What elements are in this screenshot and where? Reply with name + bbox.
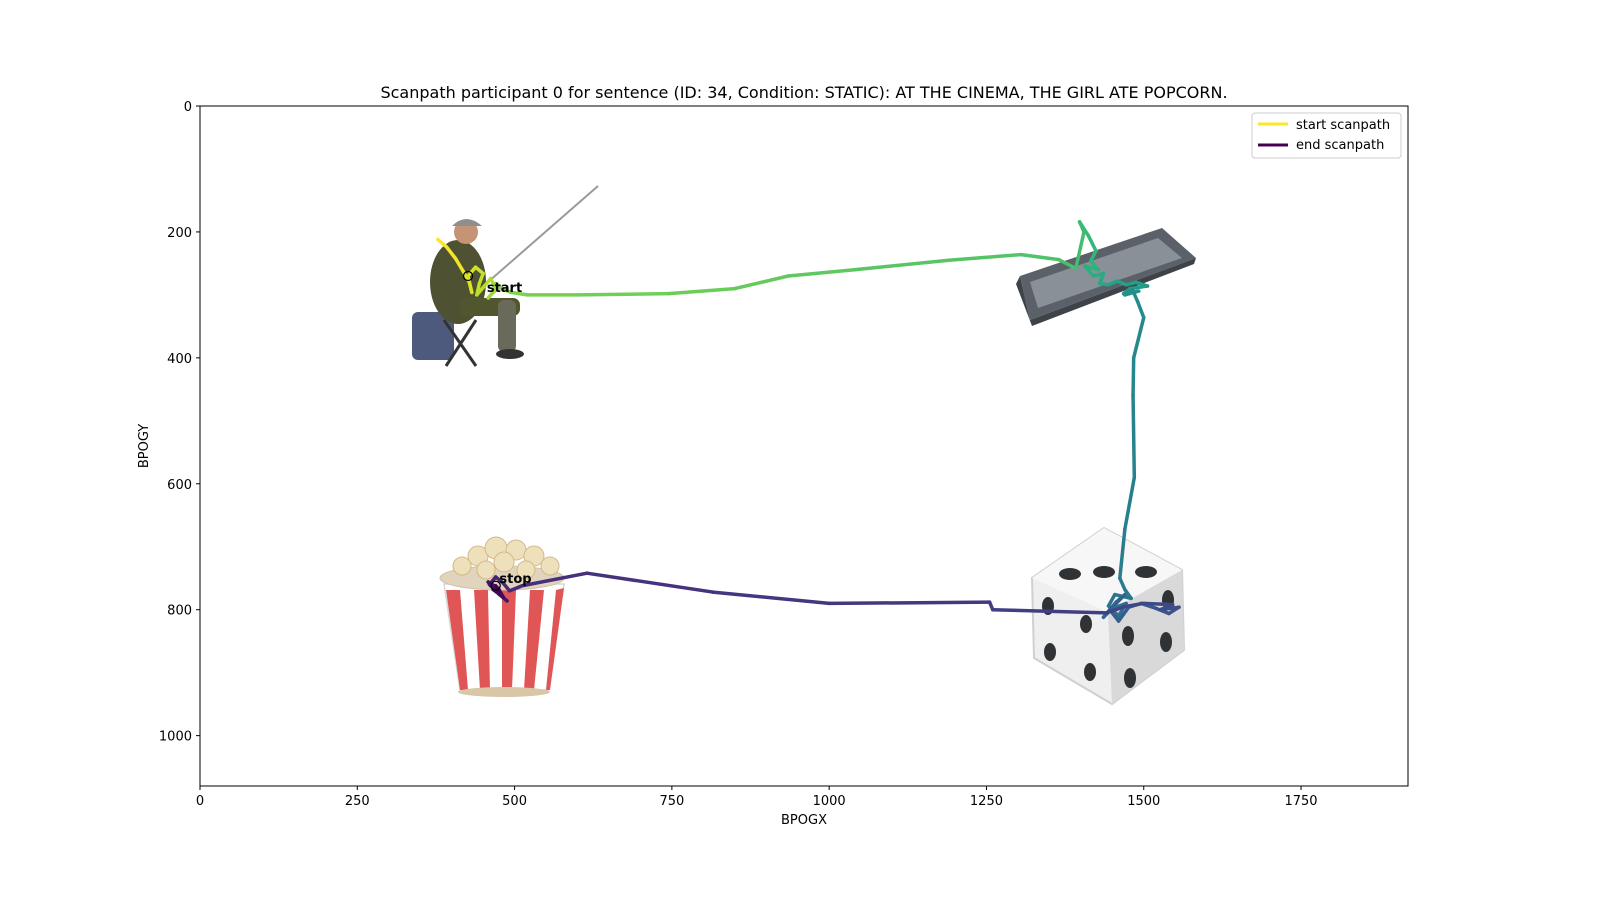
start-label: start	[487, 281, 522, 296]
legend: start scanpath end scanpath	[1251, 112, 1402, 159]
scanpath-segment	[520, 571, 589, 588]
scanpath-layer	[436, 220, 1181, 623]
scanpath-segment	[466, 265, 478, 278]
x-axis: 0 250 500 750 1000 1250 1500 1750	[196, 786, 1318, 809]
scanpath-segment	[444, 245, 458, 261]
scanpath-segment	[477, 271, 485, 286]
scanpath-segment	[1142, 601, 1175, 607]
stop-label: stop	[499, 572, 531, 587]
scanpath-segment	[493, 584, 502, 593]
scanpath-segment	[475, 284, 487, 297]
scanpath-segment	[1131, 315, 1146, 360]
scanpath-segment	[466, 274, 474, 295]
x-tick-label: 1500	[1127, 794, 1160, 809]
scanpath-segment	[786, 267, 857, 278]
scanpath-segment	[1019, 252, 1061, 262]
scanpath-segment	[1106, 592, 1117, 608]
chart-title: Scanpath participant 0 for sentence (ID:…	[380, 83, 1227, 102]
scanpath-segment	[946, 252, 1023, 263]
scanpath-segment	[1086, 233, 1098, 253]
annotation-layer: start stop	[462, 270, 532, 591]
y-tick-label: 600	[167, 478, 192, 493]
scanpath-segment	[827, 600, 992, 606]
scanpath-segment	[1118, 576, 1127, 592]
x-axis-label: BPOGX	[781, 813, 827, 828]
stop-marker	[490, 580, 501, 591]
scanpath-segment	[666, 286, 737, 296]
y-tick-label: 1000	[159, 730, 192, 745]
scanpath-segment	[1131, 356, 1136, 398]
legend-label-start: start scanpath	[1296, 118, 1390, 133]
scanpath-segment	[1097, 271, 1106, 286]
y-tick-label: 200	[167, 226, 192, 241]
scanpath-segment	[1082, 264, 1096, 278]
x-tick-label: 1250	[970, 794, 1003, 809]
scanpath-segment	[453, 256, 465, 273]
scanpath-segment	[1135, 299, 1146, 320]
y-tick-label: 800	[167, 604, 192, 619]
scanpath-segment	[711, 590, 831, 606]
start-marker	[462, 270, 474, 282]
x-tick-label: 1750	[1284, 794, 1317, 809]
scanpath-segment	[1123, 475, 1137, 531]
scanpath-segment	[585, 571, 715, 594]
fisherman-image	[412, 185, 599, 367]
legend-label-end: end scanpath	[1296, 138, 1384, 153]
scanpath-segment	[1074, 230, 1086, 271]
scanpath-segment	[1057, 257, 1078, 271]
x-tick-label: 500	[502, 794, 527, 809]
scanpath-segment	[1077, 220, 1091, 238]
scanpath-segment	[1104, 604, 1127, 615]
y-axis: 0 200 400 600 800 1000	[159, 100, 200, 745]
scanpath-segment	[1116, 605, 1131, 623]
y-tick-label: 400	[167, 352, 192, 367]
scanpath-segment	[1130, 288, 1140, 303]
scanpath-segment	[733, 274, 791, 291]
scanpath-segment	[852, 258, 951, 272]
y-axis-label: BPOGY	[137, 424, 152, 468]
scanpath-segment	[507, 584, 524, 593]
y-tick-label: 0	[184, 100, 192, 115]
scanpath-segment	[1131, 393, 1137, 480]
x-tick-label: 750	[659, 794, 684, 809]
scanpath-segment	[488, 276, 498, 291]
legend-box	[1251, 112, 1402, 159]
scanpath-segment	[1123, 601, 1146, 609]
keyboard-image	[1016, 228, 1196, 326]
popcorn-image	[439, 536, 565, 697]
x-tick-label: 250	[345, 794, 370, 809]
scanpath-segment	[1108, 592, 1127, 612]
scanpath-segment	[1110, 601, 1128, 611]
x-tick-label: 0	[196, 794, 204, 809]
plot-frame	[199, 105, 1409, 787]
x-tick-label: 1000	[813, 794, 846, 809]
scanpath-segment	[509, 290, 529, 297]
scanpath-segment	[436, 237, 449, 249]
scanpath-segment	[991, 607, 1108, 615]
scanpath-segment	[575, 291, 671, 297]
scanpath-segment	[1089, 249, 1098, 263]
scanpath-segment	[1118, 527, 1127, 580]
